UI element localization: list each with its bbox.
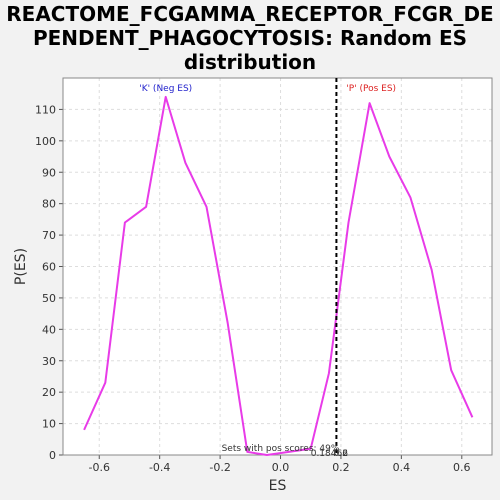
y-tick-label: 80 bbox=[42, 198, 56, 211]
small-tick-label: 0.2 bbox=[334, 449, 348, 459]
axes: -0.6 -0.4 -0.2 0.0 0.2 0.4 0.6 0 10 20 30 40 50 60 70 8… bbox=[35, 77, 493, 474]
y-tick-label: 10 bbox=[42, 418, 56, 431]
marker-value-label: 0.18466 bbox=[311, 449, 348, 459]
series-line bbox=[83, 95, 474, 456]
y-tick-label: 70 bbox=[42, 229, 56, 242]
y-tick-label: 110 bbox=[35, 103, 56, 116]
x-tick-label: -0.2 bbox=[209, 461, 230, 474]
chart-title-line-1: REACTOME_FCGAMMA_RECEPTOR_FCGR_DE bbox=[6, 2, 494, 26]
plot-area bbox=[63, 78, 492, 455]
neg-es-label: 'K' (Neg ES) bbox=[139, 84, 192, 94]
x-tick-label: -0.6 bbox=[89, 461, 110, 474]
y-tick-label: 60 bbox=[42, 261, 56, 274]
chart-title-line-3: distribution bbox=[183, 50, 317, 74]
x-axis-label: ES bbox=[269, 478, 287, 494]
pos-es-label: 'P' (Pos ES) bbox=[346, 84, 396, 94]
series-layer bbox=[83, 78, 474, 456]
y-tick-label: 100 bbox=[35, 135, 56, 148]
x-tick-label: 0.2 bbox=[332, 461, 350, 474]
y-tick-label: 30 bbox=[42, 355, 56, 368]
y-tick-label: 40 bbox=[42, 323, 56, 336]
y-tick-label: 0 bbox=[49, 449, 56, 462]
y-axis-label: P(ES) bbox=[13, 248, 29, 285]
plot-border bbox=[62, 77, 493, 456]
y-tick-label: 50 bbox=[42, 292, 56, 305]
y-tick-label: 20 bbox=[42, 386, 56, 399]
annotations: 'K' (Neg ES) 'P' (Pos ES) Sets with pos … bbox=[139, 84, 396, 459]
y-tick-label: 90 bbox=[42, 166, 56, 179]
x-tick-label: 0.6 bbox=[453, 461, 471, 474]
x-tick-label: 0.4 bbox=[393, 461, 411, 474]
x-tick-label: -0.4 bbox=[149, 461, 170, 474]
chart-title-line-2: PENDENT_PHAGOCYTOSIS: Random ES bbox=[32, 26, 468, 50]
x-tick-label: 0.0 bbox=[272, 461, 290, 474]
pos-scores-label: Sets with pos scores: 49% bbox=[222, 444, 340, 454]
